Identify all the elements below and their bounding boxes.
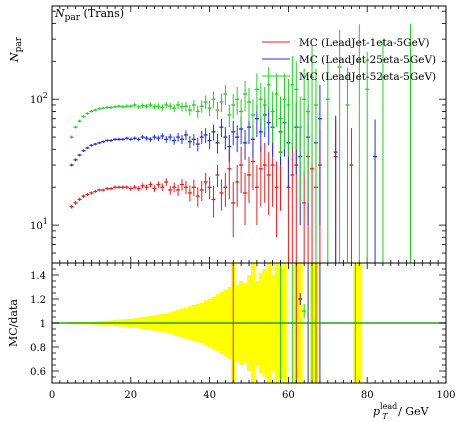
- x-tick-label: 80: [361, 390, 374, 401]
- x-tick-label: 100: [436, 390, 455, 401]
- y-tick-label: 1.2: [30, 295, 46, 306]
- y-tick-label: 101: [30, 217, 48, 232]
- x-tick-label: 60: [282, 390, 295, 401]
- y-tick-label: 102: [30, 91, 48, 106]
- y-tick-label: 0.8: [30, 343, 46, 354]
- plot-title: Npar (Trans): [54, 7, 124, 23]
- legend: MC (LeadJet-1eta-5GeV) MC (LeadJet-25eta…: [262, 37, 436, 83]
- x-tick-label: 20: [124, 390, 137, 401]
- y-tick-label: 1.4: [30, 271, 46, 282]
- series-3: [69, 23, 413, 263]
- legend-label-series-2: MC (LeadJet-25eta-5GeV): [299, 54, 436, 66]
- y-tick-label: 0.6: [30, 367, 46, 378]
- x-tick-label: 0: [49, 390, 55, 401]
- y-tick-label: 1: [40, 319, 46, 330]
- x-tick-label: 40: [203, 390, 216, 401]
- series-2: [69, 84, 378, 263]
- x-axis-label: plead T / GeV: [373, 402, 430, 421]
- ratio-plot: 0 20 40 60 80 100 0.6 0.8 1 1.2 1.4: [30, 262, 456, 401]
- legend-label-series-1: MC (LeadJet-1eta-5GeV): [299, 37, 429, 49]
- main-plot: 101 102: [30, 5, 447, 264]
- legend-label-series-3: MC (LeadJet-52eta-5GeV): [299, 71, 436, 83]
- main-y-axis-label: Npar: [8, 36, 24, 63]
- ratio-y-axis-label: MC/data: [7, 299, 20, 347]
